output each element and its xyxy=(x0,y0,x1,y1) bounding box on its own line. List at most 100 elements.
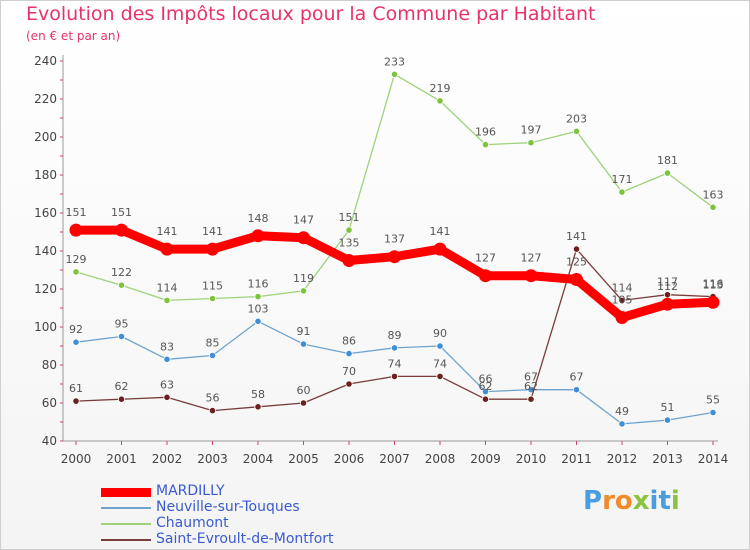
x-tick-label: 2001 xyxy=(106,452,137,466)
data-point-2 xyxy=(163,296,171,304)
data-point-2 xyxy=(254,292,262,301)
data-label-0: 135 xyxy=(339,237,360,250)
x-tick-label: 2011 xyxy=(561,452,592,466)
data-point-0 xyxy=(570,273,583,286)
data-label-0: 148 xyxy=(248,212,269,225)
data-label-1: 85 xyxy=(206,337,220,350)
logo-letter: i xyxy=(670,486,680,516)
data-point-2 xyxy=(390,70,399,78)
data-point-2 xyxy=(72,268,80,276)
data-label-0: 137 xyxy=(384,233,405,246)
data-label-3: 63 xyxy=(160,378,174,391)
data-label-3: 70 xyxy=(342,365,356,378)
data-point-1 xyxy=(254,317,262,325)
logo-letter: P xyxy=(583,486,603,516)
chart-subtitle: (en € et par an) xyxy=(26,29,121,43)
data-label-1: 51 xyxy=(661,401,675,414)
data-point-0 xyxy=(297,231,310,245)
data-label-1: 89 xyxy=(388,329,402,342)
data-label-2: 171 xyxy=(612,173,633,186)
data-point-0 xyxy=(342,254,356,267)
legend-label-mardilly: MARDILLY xyxy=(156,483,225,499)
data-label-3: 117 xyxy=(657,276,678,289)
chart-title: Evolution des Impôts locaux pour la Comm… xyxy=(26,3,596,25)
x-tick-label: 2006 xyxy=(334,452,365,466)
data-point-2 xyxy=(527,139,535,147)
data-point-1 xyxy=(709,408,717,417)
legend-swatch-saint-evroult xyxy=(101,539,151,541)
data-label-2: 114 xyxy=(157,281,178,294)
legend-label-saint-evroult: Saint-Evroult-de-Montfort xyxy=(156,531,334,547)
data-point-0 xyxy=(160,242,174,256)
data-point-2 xyxy=(345,226,353,234)
y-tick-label: 220 xyxy=(34,92,57,106)
data-point-3 xyxy=(390,372,399,380)
data-label-1: 86 xyxy=(342,335,356,348)
data-label-2: 163 xyxy=(703,188,724,201)
data-label-3: 141 xyxy=(566,230,587,243)
x-tick-label: 2013 xyxy=(652,452,683,466)
y-tick-label: 160 xyxy=(34,206,57,220)
data-point-0 xyxy=(251,229,265,243)
data-label-2: 197 xyxy=(521,124,542,137)
x-tick-label: 2008 xyxy=(425,452,456,466)
data-point-1 xyxy=(345,349,353,358)
data-point-0 xyxy=(479,269,492,283)
data-point-3 xyxy=(572,245,581,253)
data-label-0: 151 xyxy=(66,206,87,219)
data-point-1 xyxy=(390,344,399,352)
data-label-3: 61 xyxy=(69,382,83,395)
data-label-2: 151 xyxy=(339,211,360,224)
data-label-3: 74 xyxy=(433,357,447,370)
legend-label-neuville: Neuville-sur-Touques xyxy=(156,499,300,515)
data-point-0 xyxy=(69,223,83,237)
data-label-2: 116 xyxy=(248,278,269,291)
data-point-1 xyxy=(481,387,490,396)
x-tick-label: 2007 xyxy=(379,452,410,466)
data-label-3: 62 xyxy=(524,380,538,393)
data-point-1 xyxy=(299,340,308,348)
data-label-0: 151 xyxy=(111,206,132,219)
data-label-2: 196 xyxy=(475,126,496,139)
x-tick-label: 2014 xyxy=(698,452,729,466)
y-tick-label: 60 xyxy=(42,396,57,410)
y-tick-label: 140 xyxy=(34,244,57,258)
data-label-0: 147 xyxy=(293,214,314,227)
data-label-1: 95 xyxy=(115,318,129,331)
data-point-2 xyxy=(299,287,308,295)
data-point-3 xyxy=(72,397,80,405)
data-label-2: 219 xyxy=(430,82,451,95)
data-label-3: 62 xyxy=(479,380,493,393)
data-label-0: 113 xyxy=(703,278,724,291)
y-tick-label: 80 xyxy=(42,358,57,372)
logo-letter: x xyxy=(632,486,650,516)
logo-letter: o xyxy=(614,486,633,516)
data-label-2: 129 xyxy=(66,253,87,266)
data-label-0: 112 xyxy=(657,280,678,293)
data-point-3 xyxy=(208,406,217,415)
y-tick-label: 40 xyxy=(42,434,57,448)
data-label-2: 115 xyxy=(202,280,223,293)
data-point-3 xyxy=(527,395,535,403)
logo-letter: r xyxy=(602,486,615,516)
data-point-1 xyxy=(436,342,444,350)
data-point-3 xyxy=(299,399,308,407)
data-label-3: 116 xyxy=(703,278,724,291)
data-label-0: 125 xyxy=(566,256,587,269)
data-point-0 xyxy=(115,223,128,237)
x-tick-label: 2012 xyxy=(607,452,638,466)
data-point-0 xyxy=(206,242,219,256)
data-label-0: 105 xyxy=(612,294,633,307)
data-label-3: 58 xyxy=(251,388,265,401)
data-label-0: 127 xyxy=(521,252,542,265)
y-tick-label: 120 xyxy=(34,282,57,296)
x-tick-label: 2000 xyxy=(61,452,92,466)
logo-letter: t xyxy=(658,486,671,516)
x-tick-label: 2010 xyxy=(516,452,547,466)
data-point-2 xyxy=(663,169,672,177)
data-point-3 xyxy=(436,372,444,380)
data-point-2 xyxy=(572,127,581,135)
x-tick-label: 2003 xyxy=(197,452,228,466)
data-label-1: 83 xyxy=(160,340,174,353)
